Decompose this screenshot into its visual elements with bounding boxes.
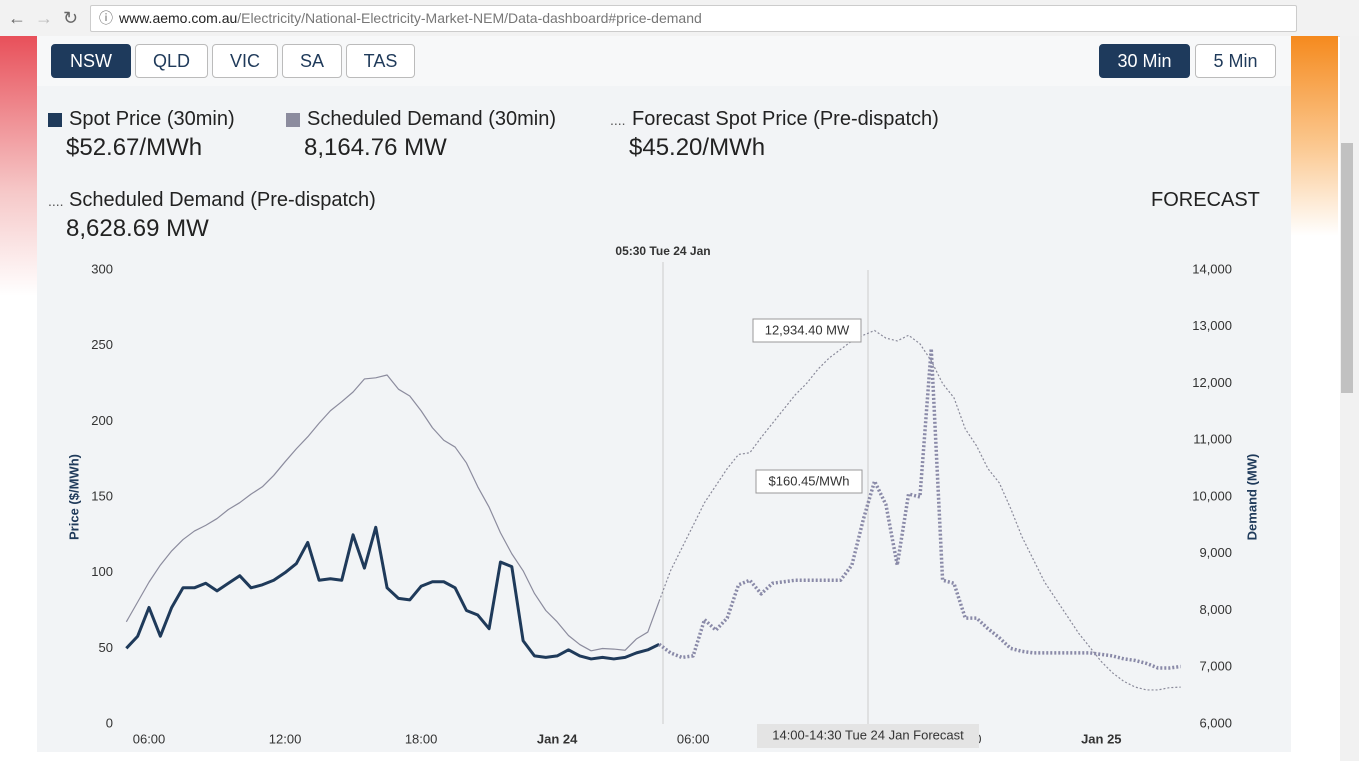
y-tick-label: 250	[91, 337, 113, 352]
y-tick-label: 100	[91, 564, 113, 579]
y-tick-label: 0	[106, 715, 113, 730]
legend-value: $52.67/MWh	[66, 134, 203, 161]
legend-value: 8,628.69 MW	[66, 215, 209, 242]
crosshair-label: 05:30 Tue 24 Jan	[615, 244, 710, 258]
forecast-label: FORECAST	[1151, 189, 1260, 211]
y-tick-label: 200	[91, 413, 113, 428]
legend-name: Scheduled Demand (30min)	[307, 108, 557, 130]
forward[interactable]: →	[35, 8, 53, 28]
series-line	[658, 346, 1181, 670]
x-tick-label: 12:00	[269, 731, 302, 746]
region-button[interactable]: VIC	[212, 44, 278, 78]
address-bar[interactable]: ⓘ www.aemo.com.au/Electricity/National-El…	[90, 5, 1297, 32]
reload[interactable]: ↻	[63, 8, 79, 28]
region-button[interactable]: QLD	[135, 44, 208, 78]
browser-bar: ← → ↻ ⓘ www.aemo.com.au/Electricity/Natio…	[0, 0, 1359, 37]
legend-name: Forecast Spot Price (Pre-dispatch)	[632, 108, 939, 130]
y2-tick-label: 14,000	[1192, 261, 1232, 276]
legend-name: Scheduled Demand (Pre-dispatch)	[69, 189, 376, 211]
region-button[interactable]: TAS	[346, 44, 415, 78]
info-icon: ⓘ	[99, 10, 113, 26]
series-line	[658, 329, 1181, 691]
decoration	[0, 36, 37, 296]
legend-swatch	[48, 113, 62, 127]
region-button[interactable]: NSW	[51, 44, 131, 78]
decoration	[1291, 36, 1338, 236]
legend-name: Spot Price (30min)	[69, 108, 235, 130]
legend-swatch	[286, 113, 300, 127]
series-line	[125, 374, 660, 652]
y2-tick-label: 6,000	[1199, 715, 1232, 730]
url: www.aemo.com.au/Electricity/National-Ele…	[119, 6, 702, 31]
y-axis-title: Price ($/MWh)	[66, 454, 81, 540]
scroll-thumb[interactable]	[1341, 143, 1353, 393]
x-tick-label: 06:00	[677, 731, 710, 746]
legend-swatch: ....	[48, 193, 64, 209]
chart: 05:30 Tue 24 Jan Price ($/MWh) Demand (M…	[66, 244, 1259, 748]
y2-tick-label: 9,000	[1199, 545, 1232, 560]
y2-tick-label: 13,000	[1192, 318, 1232, 333]
y2-tick-label: 10,000	[1192, 488, 1232, 503]
y-tick-label: 150	[91, 488, 113, 503]
x-tick-label: 18:00	[405, 731, 438, 746]
legend-value: 8,164.76 MW	[304, 134, 447, 161]
url-path: /Electricity/National-Electricity-Market…	[237, 10, 702, 26]
series-line	[125, 525, 660, 661]
back[interactable]: ←	[8, 8, 26, 28]
x-tick-label: 06:00	[133, 731, 166, 746]
y2-tick-label: 11,000	[1193, 432, 1232, 447]
x-tick-label: Jan 25	[1081, 731, 1121, 746]
interval-button[interactable]: 30 Min	[1099, 44, 1190, 78]
hover-label-box	[757, 724, 979, 748]
hover-label: 14:00-14:30 Tue 24 Jan Forecast	[772, 727, 964, 742]
y2-tick-label: 8,000	[1199, 602, 1232, 617]
y2-tick-label: 12,000	[1192, 375, 1232, 390]
y-tick-label: 300	[91, 261, 113, 276]
legend-swatch: ....	[610, 112, 626, 128]
legend-value: $45.20/MWh	[629, 134, 766, 161]
url-host: www.aemo.com.au	[119, 10, 238, 26]
dashboard-panel	[37, 36, 1291, 752]
y2-axis-title: Demand (MW)	[1244, 454, 1259, 541]
x-tick-label: Jan 24	[537, 731, 578, 746]
y2-tick-label: 7,000	[1199, 659, 1232, 674]
interval-button[interactable]: 5 Min	[1195, 44, 1276, 78]
y-tick-label: 50	[99, 640, 113, 655]
region-button[interactable]: SA	[282, 44, 342, 78]
tooltip	[752, 318, 862, 343]
tooltip-text: $160.45/MWh	[769, 473, 850, 488]
tooltip-text: 12,934.40 MW	[765, 322, 850, 337]
tooltip	[755, 469, 863, 494]
